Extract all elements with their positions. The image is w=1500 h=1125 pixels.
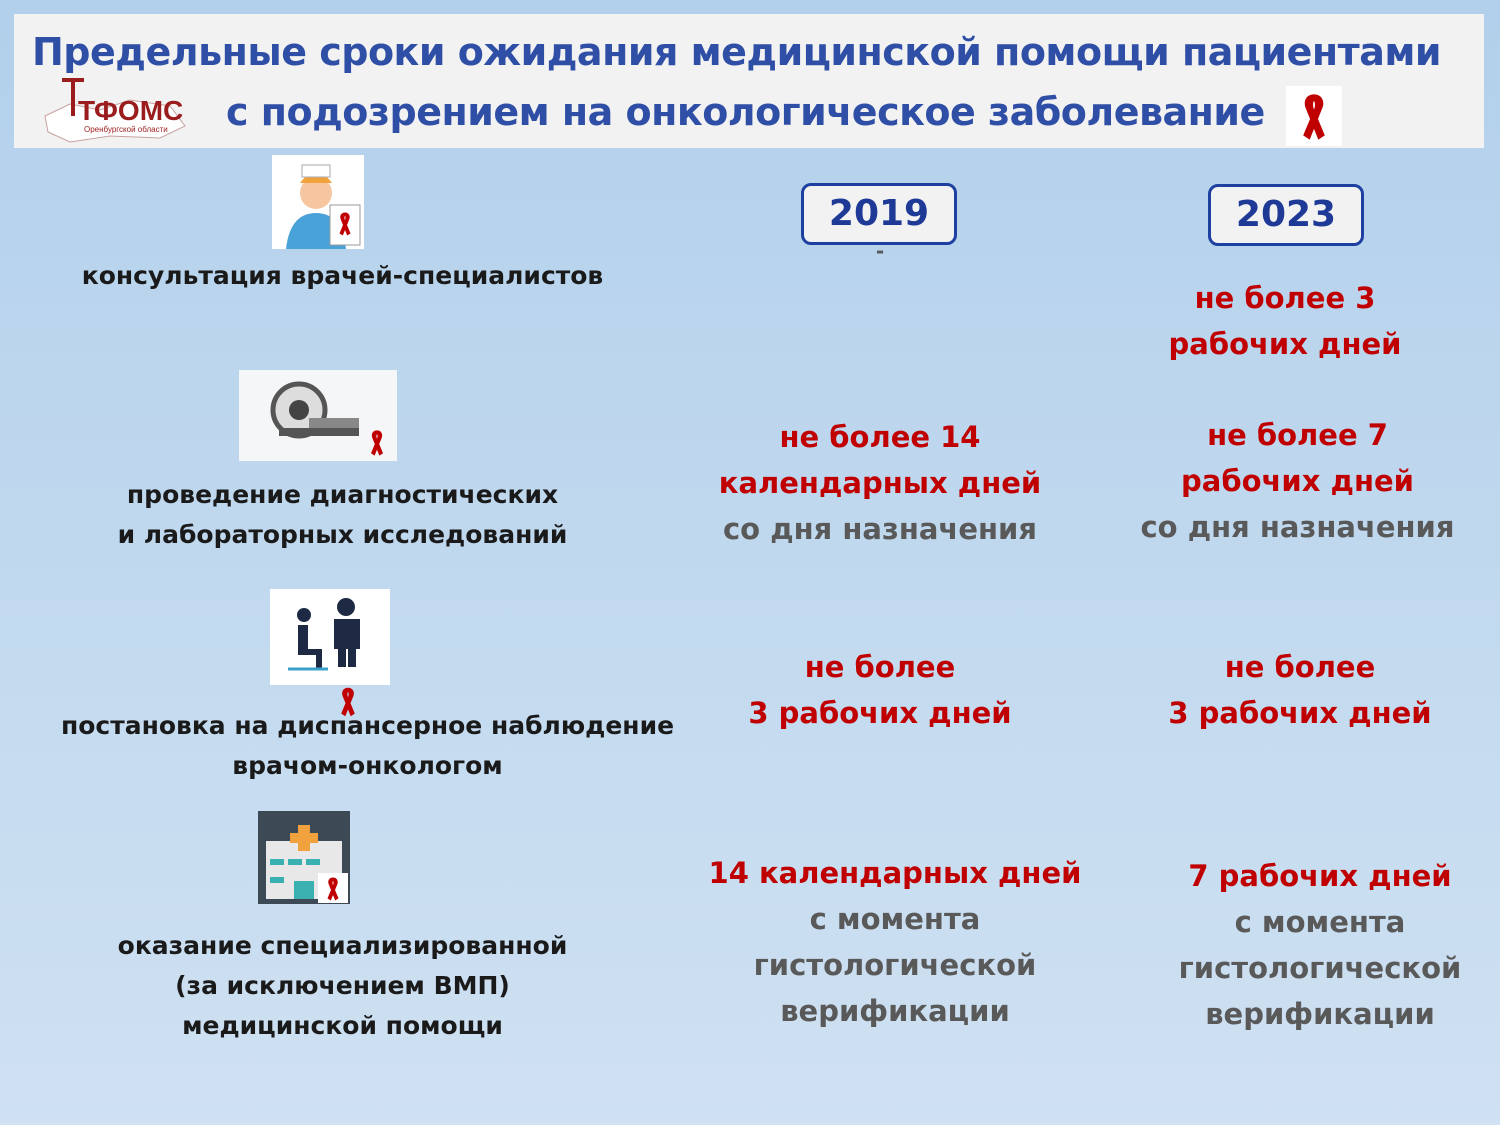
row-label-specialized-care: оказание специализированной (за исключени… xyxy=(117,931,568,1040)
header: Предельные сроки ожидания медицинской по… xyxy=(14,14,1484,148)
year-2023-header: 2023 xyxy=(1208,184,1364,246)
cell-2023-dispensary: не более 3 рабочих дней xyxy=(1168,650,1432,730)
year-2019-header: 2019 xyxy=(801,183,957,245)
patient-doctor-icon xyxy=(270,589,390,685)
cell-2023-consultation: не более 3 рабочих дней xyxy=(1168,281,1402,361)
row-label-diagnostics: проведение диагностических и лабораторных… xyxy=(117,480,568,549)
mri-scanner-icon xyxy=(239,370,397,461)
cell-2023-specialized-care: 7 рабочих дней с момента гистологической ве… xyxy=(1178,859,1462,1031)
cell-2023-diagnostics: не более 7 рабочих дней со дня назначения xyxy=(1140,418,1455,544)
cell-2019-specialized-care: 14 календарных дней с момента гистологичес… xyxy=(708,856,1082,1028)
row-label-consultation: консультация врачей-специалистов xyxy=(81,261,604,290)
title-line-1: Предельные сроки ожидания медицинской по… xyxy=(32,30,1442,74)
svg-text:ТФОМС: ТФОМС xyxy=(78,95,183,126)
cell-2019-consultation: - xyxy=(875,239,885,263)
title-line-2: с подозрением на онкологическое заболева… xyxy=(226,90,1265,134)
doctor-icon xyxy=(272,155,364,249)
tfoms-logo: ТФОМС Оренбургской области xyxy=(40,76,190,146)
svg-text:Оренбургской области: Оренбургской области xyxy=(84,125,168,134)
red-ribbon-icon xyxy=(1286,86,1342,146)
cell-2019-dispensary: не более 3 рабочих дней xyxy=(748,650,1012,730)
hospital-icon xyxy=(258,811,350,904)
cell-2019-diagnostics: не более 14 календарных дней со дня назнач… xyxy=(718,420,1042,546)
row-label-dispensary: постановка на диспансерное наблюдение вра… xyxy=(60,711,675,780)
